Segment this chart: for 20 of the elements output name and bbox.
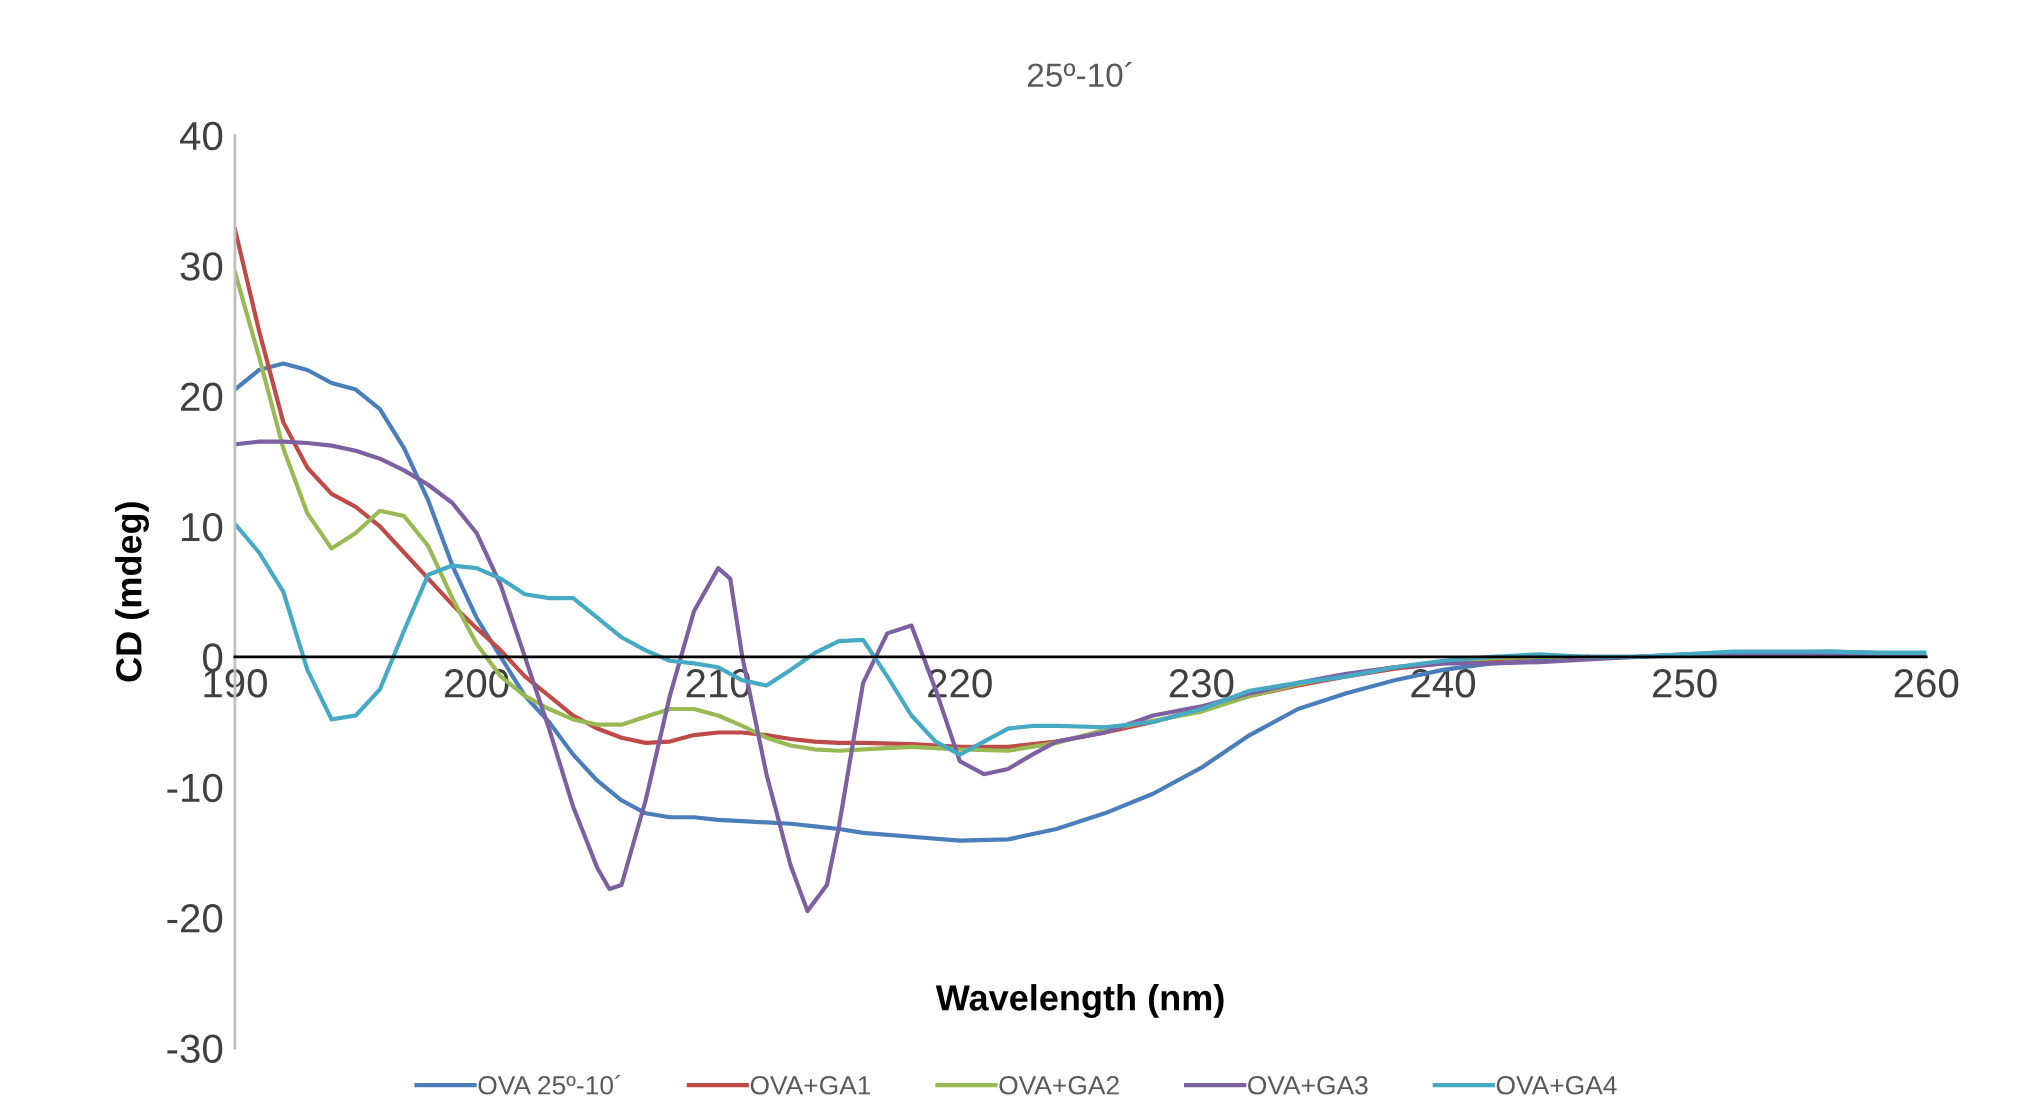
y-tick-label: 10 bbox=[182, 512, 223, 542]
x-tick-label: 200 bbox=[444, 669, 509, 698]
legend-label: OVA+GA3 bbox=[1248, 1075, 1368, 1095]
x-tick-label: 240 bbox=[1411, 669, 1476, 698]
legend-label: OVA 25º-10´ bbox=[478, 1074, 621, 1095]
legend-label: OVA+GA4 bbox=[1496, 1075, 1617, 1095]
y-tick-label: -30 bbox=[167, 1034, 223, 1063]
legend-label: OVA+GA2 bbox=[999, 1075, 1119, 1095]
y-tick-label: 40 bbox=[179, 121, 223, 151]
y-axis-title: CD (mdeg) bbox=[115, 502, 149, 682]
y-tick-label: -20 bbox=[167, 904, 223, 933]
y-tick-label: -10 bbox=[167, 773, 223, 803]
x-tick-label: 230 bbox=[1169, 669, 1234, 698]
y-tick-label: 30 bbox=[180, 252, 223, 281]
chart-title: 25º-10´ bbox=[1027, 62, 1132, 87]
legend-label: OVA+GA1 bbox=[750, 1075, 871, 1095]
x-axis-title: Wavelength (nm) bbox=[935, 984, 1224, 1018]
x-tick-label: 250 bbox=[1653, 669, 1717, 698]
x-tick-label: 260 bbox=[1894, 669, 1959, 698]
y-tick-label: 20 bbox=[181, 382, 223, 412]
